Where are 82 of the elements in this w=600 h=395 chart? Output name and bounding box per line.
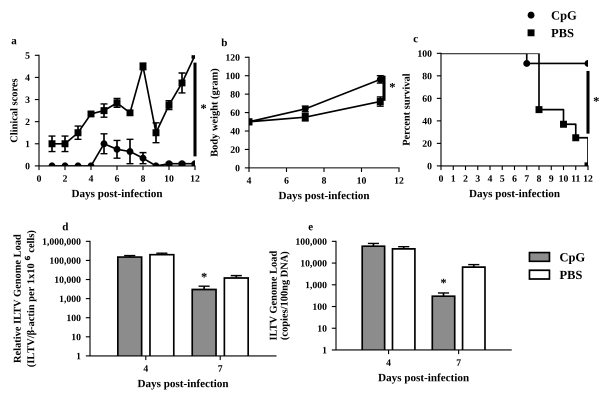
legend-label: CpG [560,253,585,264]
x-tick-label: 9 [549,175,554,182]
y-tick-label: 20 [422,140,432,147]
x-tick-label: 1 [452,175,456,182]
y-tick-label: 80 [422,72,432,80]
y-tick-label: 3 [25,96,30,104]
y-tick-label: 0 [25,162,30,170]
y-axis-title: Relative ILTV Genome Load (ILTV/β-actin per 1x10 $^{6}$ cells) [13,230,36,367]
x-tick-label: 6 [284,177,289,184]
chart-title: e [308,225,313,230]
x-tick-label: 0 [438,175,444,182]
y-tick-label: 2 [26,118,30,126]
y-tick-label: 0 [427,162,432,170]
y-tick-label: 0 [235,164,240,172]
x-axis-title: Days post-infection [72,189,162,200]
chart-title: b [221,38,227,46]
annotation: * [202,272,207,278]
legend-label: PBS [560,270,582,280]
y-tick-label: 1,000 [306,282,327,290]
x-tick-label: 12 [584,175,592,182]
y-tick-label: 20 [230,146,240,153]
x-tick-label: 7 [456,359,461,366]
x-tick-label: 8 [536,175,542,182]
x-axis-title: Days post-infection [378,373,469,384]
y-tick-label: 1 [26,140,30,148]
x-tick-label: 6 [114,175,120,182]
legend-label: PBS [551,28,574,38]
y-tick-label: 60 [422,95,432,102]
y-axis-title: Percent survival [402,74,410,146]
x-tick-label: 4 [488,175,492,182]
y-tick-label: 100,000 [50,257,81,266]
x-tick-label: 3 [476,175,480,182]
chart-title: c [414,36,418,42]
y-tick-label: 5 [26,52,30,59]
y-tick-label: 1 [76,352,80,360]
x-tick-label: 12 [190,175,200,182]
x-tick-label: 10 [559,175,568,182]
x-tick-label: 7 [524,175,529,182]
text: * [594,97,599,102]
y-tick-label: 100 [67,314,81,322]
annotation: * [390,83,395,88]
y-tick-label: 100 [418,50,432,57]
y-tick-label: 10,000 [55,276,81,284]
y-tick-label: 10,000 [301,260,327,268]
y-tick-label: 1 [322,346,326,354]
legend-label: CpG [552,11,576,22]
x-tick-label: 11 [572,175,580,182]
x-tick-label: 10 [357,177,366,184]
text: * [200,104,206,109]
y-tick-label: 10 [72,334,81,340]
y-tick-label: 40 [230,128,240,134]
y-tick-label: 10 [318,325,327,332]
x-tick-label: 7 [218,365,222,372]
y-tick-label: 40 [422,118,432,124]
y-tick-label: 1,000,000 [42,238,81,246]
x-tick-label: 0 [36,175,42,182]
y-axis-title: ILTV Genome Load (copies/100ng DNA) [269,250,290,340]
x-tick-label: 5 [500,175,504,182]
y-tick-label: 100 [226,72,240,80]
x-tick-label: 10 [164,175,174,182]
x-tick-label: 2 [463,175,468,182]
x-tick-label: 8 [322,177,326,184]
y-tick-label: 80 [230,91,240,98]
x-tick-label: 4 [246,177,252,184]
chart-title: d [62,222,68,230]
y-tick-label: 60 [230,109,240,116]
y-tick-label: 120 [226,54,240,61]
y-tick-label: 100,000 [296,238,327,246]
y-tick-label: 4 [25,74,30,81]
annotation: * [440,278,446,284]
x-axis-title: Days post-infection [278,191,370,202]
x-tick-label: 12 [394,177,404,184]
x-axis-title: Days post-infection [138,379,228,390]
y-axis-title: Clinical scores [10,78,18,142]
y-tick-label: 100 [313,303,327,310]
x-tick-label: 4 [88,175,94,182]
chart-title: a [12,38,17,44]
x-tick-label: 6 [512,175,517,182]
x-tick-label: 8 [140,175,146,182]
y-axis-title: Body weight (gram) [210,68,220,157]
y-tick-label: 1,000 [60,296,81,304]
x-axis-title: Days post-infection [469,189,560,200]
